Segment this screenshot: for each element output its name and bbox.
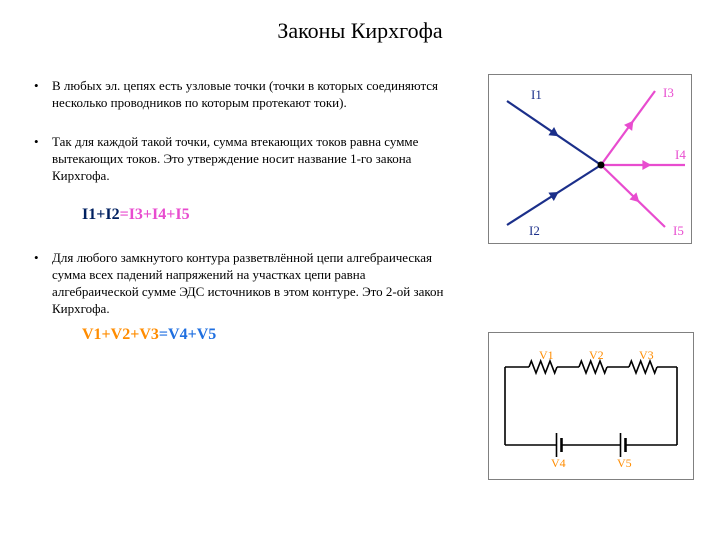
svg-text:I4: I4 — [675, 147, 686, 162]
bullet-3: Для любого замкнутого контура разветвлён… — [34, 250, 454, 318]
text-column: В любых эл. цепях есть узловые точки (то… — [34, 78, 454, 370]
svg-text:I5: I5 — [673, 223, 684, 238]
eq2-lhs: V1+V2+V3 — [82, 326, 159, 343]
bullet-1: В любых эл. цепях есть узловые точки (то… — [34, 78, 454, 112]
eq2-eq: = — [159, 326, 168, 343]
loop-diagram: V1 V2 V3 V4 V5 — [488, 332, 694, 480]
eq2-rhs: V4+V5 — [168, 326, 216, 343]
equation-2: V1+V2+V3=V4+V5 — [82, 326, 454, 344]
eq1-eq: = — [120, 206, 129, 223]
svg-text:I1: I1 — [531, 87, 542, 102]
eq1-rhs: I3+I4+I5 — [129, 206, 190, 223]
svg-text:V3: V3 — [639, 348, 654, 362]
eq1-lhs: I1+I2 — [82, 206, 120, 223]
svg-text:V5: V5 — [617, 456, 632, 470]
page-title: Законы Кирхгофа — [0, 18, 720, 44]
node-diagram: I1 I2 I3 I4 I5 — [488, 74, 692, 244]
svg-text:V4: V4 — [551, 456, 566, 470]
slide: Законы Кирхгофа В любых эл. цепях есть у… — [0, 0, 720, 540]
equation-1: I1+I2=I3+I4+I5 — [82, 206, 454, 224]
svg-text:V1: V1 — [539, 348, 554, 362]
svg-text:I2: I2 — [529, 223, 540, 238]
svg-text:V2: V2 — [589, 348, 604, 362]
bullet-2: Так для каждой такой точки, сумма втекаю… — [34, 134, 454, 185]
svg-text:I3: I3 — [663, 85, 674, 100]
